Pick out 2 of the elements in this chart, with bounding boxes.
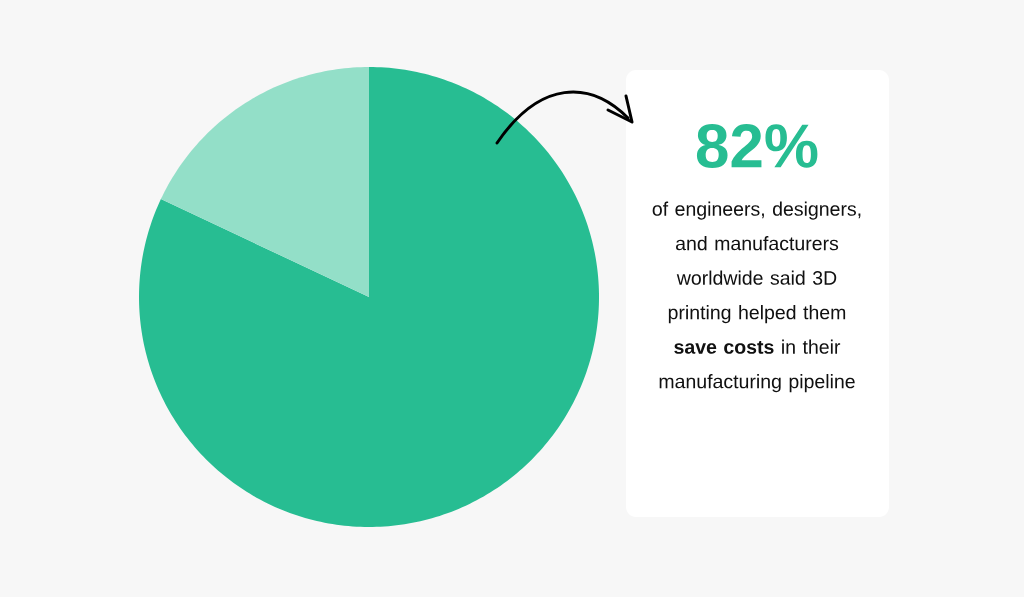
text: of engineers, designers, and manufacturers worldwide said 3D printing helped them save costs in their manufacturing pipeline [652, 201, 861, 393]
text: 82% [696, 124, 818, 168]
